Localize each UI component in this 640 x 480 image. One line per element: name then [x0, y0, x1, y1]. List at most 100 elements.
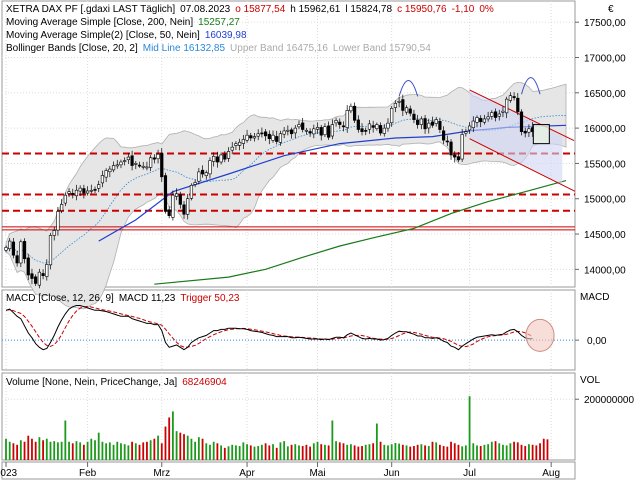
volume-bar	[108, 442, 111, 460]
volume-bar	[427, 446, 430, 460]
volume-bar	[75, 441, 78, 460]
candle-body	[89, 189, 93, 192]
candle-body	[156, 153, 160, 160]
volume-bar	[160, 443, 163, 460]
volume-bar	[183, 434, 185, 460]
candle-body	[460, 134, 464, 160]
volume-bar	[505, 445, 508, 460]
candle-body	[397, 100, 401, 103]
candle-body	[264, 131, 268, 137]
candle-body	[278, 133, 283, 143]
candle-body	[289, 129, 294, 135]
candle-body	[282, 130, 286, 135]
volume-bar	[90, 438, 93, 460]
candle-body	[245, 134, 249, 141]
candle-body	[152, 157, 156, 160]
volume-bar	[320, 444, 323, 460]
volume-bar	[494, 441, 497, 460]
bollinger-band	[5, 81, 567, 310]
volume-bar	[197, 437, 200, 460]
candle-body	[145, 166, 149, 169]
volume-bar	[502, 444, 504, 460]
candle-body	[30, 273, 34, 279]
candle-body	[223, 154, 227, 160]
volume-bar	[134, 443, 137, 460]
candle-body	[74, 189, 79, 197]
volume-bar	[520, 444, 523, 460]
candle-body	[104, 170, 108, 178]
volume-bar	[268, 445, 271, 460]
candle-body	[71, 193, 75, 195]
candle-body	[493, 111, 498, 118]
candle-body	[286, 129, 290, 132]
volume-bar	[5, 438, 7, 460]
candle-body	[453, 154, 457, 158]
candle-body	[15, 255, 19, 264]
candle-body	[293, 127, 297, 134]
candle-body	[341, 125, 346, 128]
macd-trigger-line	[5, 305, 533, 348]
candle-body	[390, 108, 394, 124]
volume-bar	[49, 441, 52, 460]
volume-bar	[45, 438, 48, 460]
macd-highlight-circle	[525, 318, 555, 352]
volume-bar	[275, 447, 278, 460]
candle-body	[505, 98, 509, 114]
x-tick-label: Mrz	[153, 468, 170, 479]
candle-body	[271, 134, 275, 141]
x-tick-label: Aug	[542, 468, 560, 479]
x-tick-label: 2023	[0, 468, 18, 479]
macd-line	[5, 305, 533, 351]
volume-bar	[42, 440, 44, 460]
volume-bar	[487, 444, 490, 460]
volume-bar	[249, 445, 252, 460]
price-legend-2: Moving Average Simple(2) [Close, 50, Nei…	[6, 30, 247, 41]
volume-bar	[149, 440, 152, 460]
candle-body	[382, 127, 386, 134]
pattern-arc-left	[398, 79, 419, 97]
volume-bar	[212, 441, 215, 460]
x-tick-label: Jul	[463, 468, 476, 479]
candle-body	[123, 160, 127, 162]
volume-bar	[120, 443, 122, 460]
candle-body	[115, 164, 119, 167]
candle-body	[249, 135, 253, 139]
candle-body	[204, 172, 208, 177]
volume-bar	[82, 444, 85, 460]
volume-bar	[301, 446, 304, 460]
candle-body	[364, 130, 368, 132]
candle-body	[482, 118, 487, 123]
volume-bar	[16, 444, 19, 460]
volume-bar	[238, 446, 241, 460]
candle-body	[93, 189, 97, 191]
candle-body	[408, 108, 412, 114]
vol-legend: Volume [None, Nein, PriceChange, Ja] 6824…	[6, 377, 227, 388]
volume-bar	[164, 426, 167, 460]
candle-body	[427, 122, 431, 129]
candle-body	[19, 241, 23, 264]
candle-body	[360, 128, 364, 132]
volume-bar	[231, 444, 234, 460]
candle-body	[416, 119, 420, 125]
volume-bar	[461, 446, 464, 460]
volume-bar	[535, 445, 538, 460]
candle-body	[334, 120, 338, 124]
candle-body	[22, 241, 27, 260]
candle-body	[174, 193, 179, 197]
volume-bar	[68, 441, 70, 460]
candle-body	[130, 155, 134, 166]
volume-bar	[309, 446, 312, 460]
volume-bar	[387, 445, 389, 460]
volume-bar	[335, 441, 337, 460]
candle-body	[111, 165, 116, 171]
x-tick-label: Jun	[384, 468, 400, 479]
candle-body	[219, 154, 223, 163]
candle-body	[85, 190, 90, 194]
volume-bar	[53, 441, 56, 460]
volume-bar	[401, 444, 404, 460]
candle-body	[523, 130, 527, 134]
candle-body	[512, 96, 516, 99]
candle-body	[193, 182, 197, 185]
volume-bar	[531, 444, 534, 460]
